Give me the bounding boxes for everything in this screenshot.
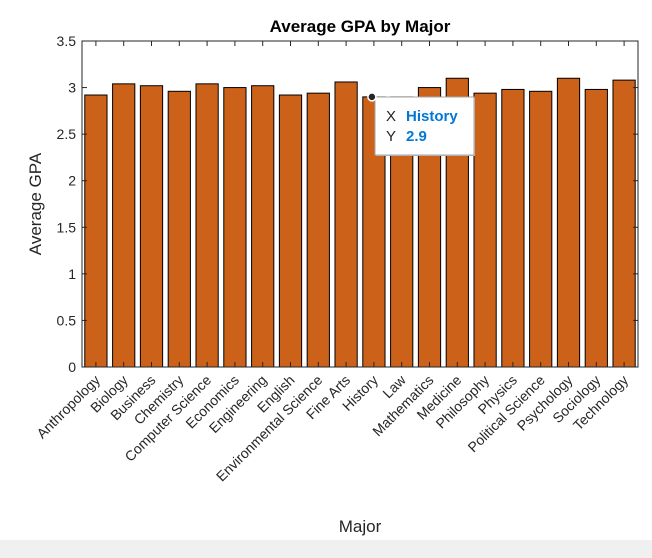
bar[interactable] — [112, 83, 136, 368]
bar[interactable] — [223, 87, 247, 368]
bar[interactable] — [334, 81, 358, 368]
y-tick-label: 1 — [68, 266, 76, 282]
datatip[interactable]: X History Y 2.9 — [367, 92, 475, 156]
datatip-box — [374, 96, 475, 156]
bars-layer — [84, 77, 636, 368]
x-axis-label: Major — [339, 517, 382, 536]
bar[interactable] — [584, 88, 608, 368]
bar-chart: Average GPA by Major 00.511.522.533.5 An… — [26, 17, 639, 536]
axes-box — [81, 40, 639, 368]
bar[interactable] — [473, 92, 497, 368]
y-axis-label: Average GPA — [26, 152, 45, 255]
bar[interactable] — [278, 94, 303, 368]
plot-area — [82, 41, 638, 367]
figure-canvas: Average GPA by Major 0 0.5 1 1.5 2 2.5 3 3.5 An… — [0, 0, 652, 540]
bar[interactable] — [167, 90, 191, 368]
y-tick-label: 2.5 — [57, 126, 77, 142]
y-tick-label: 3 — [68, 80, 76, 96]
bar[interactable] — [612, 79, 636, 368]
bar[interactable] — [556, 77, 581, 368]
y-axis-ticks: 0 0.5 1 1.5 2 2.5 3 3.5 — [57, 33, 638, 375]
y-tick-label: 2 — [68, 173, 76, 189]
y-tick-label: 0.5 — [57, 312, 77, 328]
bar[interactable] — [139, 85, 164, 368]
bar[interactable] — [529, 90, 553, 368]
bar[interactable] — [501, 88, 525, 368]
y-tick-label: 0 — [68, 359, 76, 375]
bar[interactable] — [251, 85, 275, 368]
y-tick-label: 3.5 — [57, 33, 77, 49]
datatip-x-value: History — [406, 108, 458, 125]
bar[interactable] — [195, 83, 219, 368]
bar[interactable] — [306, 92, 330, 368]
bar[interactable] — [84, 94, 108, 368]
chart-title: Average GPA by Major — [270, 17, 451, 36]
datatip-x-label: X — [386, 108, 396, 125]
datatip-y-value: 2.9 — [406, 128, 427, 145]
datatip-marker[interactable] — [367, 92, 377, 102]
datatip-y-label: Y — [386, 128, 396, 145]
y-tick-label: 1.5 — [57, 219, 77, 235]
